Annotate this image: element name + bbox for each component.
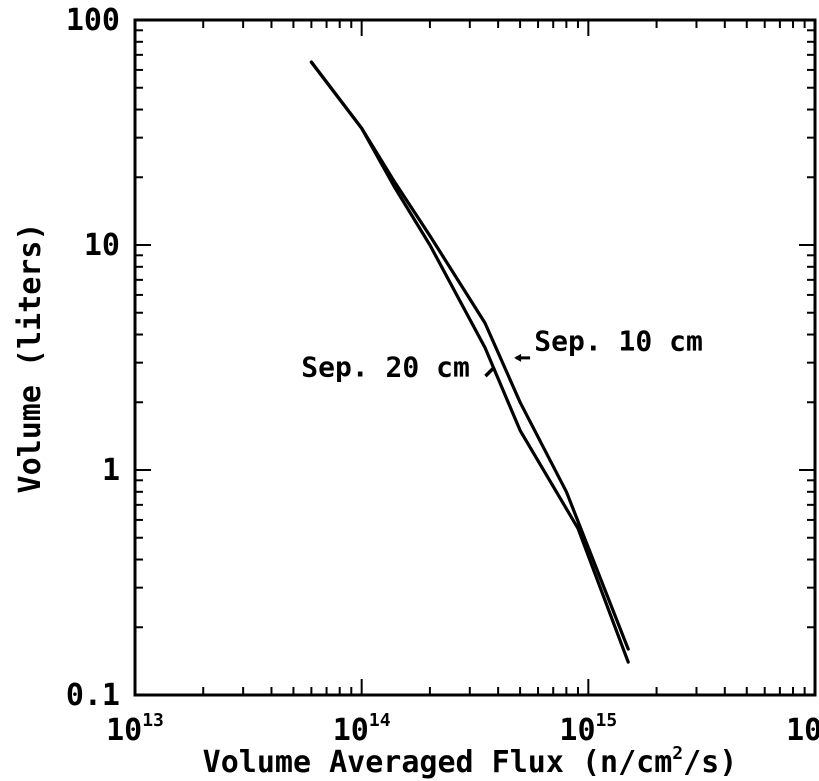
axis-ticks [134,20,815,696]
y-tick-label: 100 [66,3,120,38]
x-tick-label: 1016 [786,710,819,748]
series-lines [309,60,630,664]
annotations: Sep. 10 cm Sep. 20 cm [301,324,703,383]
series-line-2 [309,60,630,664]
x-tick-label: 1015 [559,710,617,748]
x-tick-label: 1014 [333,710,391,748]
annotation-label: Sep. 10 cm [534,324,703,357]
annotation-arrow [484,366,495,378]
tick-labels: 1013 1014 1015 1016 100 10 1 0.1 [66,3,819,748]
plot-frame [133,18,817,697]
y-axis-title: Volume (liters) [13,223,48,494]
y-tick-label: 0.1 [66,678,120,713]
x-axis-title: Volume Averaged Flux (n/cm2/s) [203,743,738,780]
annotation-label: Sep. 20 cm [301,351,470,384]
y-tick-label: 10 [84,228,120,263]
annotation-arrowhead [514,353,522,362]
x-tick-label: 1013 [106,710,164,748]
y-tick-label: 1 [102,453,120,488]
